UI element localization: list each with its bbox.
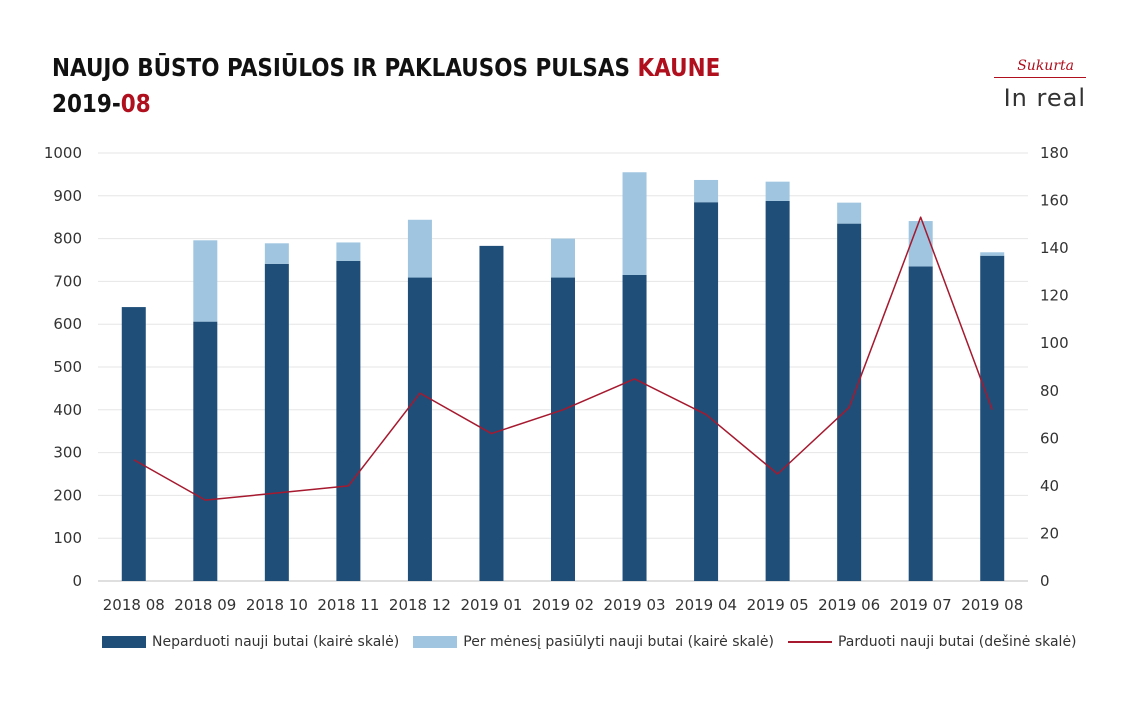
y-right-tick-label: 140 [1040, 239, 1069, 257]
y-right-tick-label: 80 [1040, 382, 1059, 400]
x-tick-label: 2019 04 [675, 596, 737, 614]
title-main: NAUJO BŪSTO PASIŪLOS IR PAKLAUSOS PULSAS [52, 53, 631, 82]
chart-title: NAUJO BŪSTO PASIŪLOS IR PAKLAUSOS PULSAS… [52, 50, 720, 86]
legend-label-sold: Parduoti nauji butai (dešinė skalė) [837, 634, 1077, 650]
x-tick-label: 2019 01 [460, 596, 522, 614]
bar-unsold [837, 223, 862, 581]
y-left-tick-label: 800 [53, 230, 82, 248]
legend-item-sold: Parduoti nauji butai (dešinė skalė) [787, 634, 1077, 650]
bar-unsold [336, 260, 361, 581]
sold-line-series [133, 216, 993, 501]
x-tick-label: 2018 08 [103, 596, 165, 614]
axes: 0 100 200 300 400 500 600 700 800 900 1000 0 20 40 60 8… [44, 144, 1069, 614]
inreal-logo: Sukurta In real [994, 58, 1086, 118]
x-tick-label: 2018 10 [246, 596, 308, 614]
bar-offered [336, 242, 361, 261]
legend-swatch-sold [787, 641, 832, 643]
chart-subtitle: 2019-08 [52, 86, 720, 122]
y-left-tick-label: 0 [72, 572, 82, 590]
y-left-tick-label: 900 [53, 187, 82, 205]
logo-underline [994, 77, 1086, 78]
bar-unsold [193, 321, 218, 581]
y-left-tick-label: 500 [53, 358, 82, 376]
bar-unsold [551, 277, 575, 581]
y-right-tick-label: 0 [1040, 572, 1050, 590]
y-right-tick-label: 100 [1040, 334, 1069, 352]
x-tick-label: 2018 11 [317, 596, 379, 614]
y-right-tick-label: 160 [1040, 192, 1069, 210]
legend: Neparduoti nauji butai (kairė skalė) Per… [102, 634, 1091, 650]
bar-offered [980, 252, 1005, 256]
bar-unsold [765, 200, 790, 581]
x-tick-label: 2019 06 [818, 596, 880, 614]
legend-swatch-unsold [102, 636, 146, 648]
legend-label-unsold: Neparduoti nauji butai (kairė skalė) [152, 634, 400, 650]
bars [121, 172, 1005, 581]
y-left-tick-label: 300 [53, 444, 82, 462]
legend-item-offered: Per mėnesį pasiūlyti nauji butai (kairė … [413, 634, 774, 650]
y-left-tick-label: 400 [53, 401, 82, 419]
bar-offered [622, 172, 647, 275]
y-right-tick-label: 20 [1040, 524, 1059, 542]
x-tick-label: 2019 07 [890, 596, 952, 614]
x-tick-label: 2019 05 [747, 596, 809, 614]
bar-offered [193, 240, 218, 322]
title-city: KAUNE [637, 53, 721, 82]
bar-unsold [479, 245, 504, 581]
bar-unsold [407, 277, 432, 581]
x-tick-label: 2019 02 [532, 596, 594, 614]
subtitle-year: 2019- [52, 89, 121, 118]
y-right-tick-label: 120 [1040, 287, 1069, 305]
bar-offered [551, 238, 575, 278]
bar-offered [765, 181, 790, 201]
legend-swatch-offered [413, 636, 458, 648]
chart-title-block: NAUJO BŪSTO PASIŪLOS IR PAKLAUSOS PULSAS… [52, 50, 829, 122]
bar-unsold [980, 255, 1005, 581]
x-tick-label: 2019 08 [961, 596, 1023, 614]
legend-label-offered: Per mėnesį pasiūlyti nauji butai (kairė … [463, 634, 774, 650]
x-tick-label: 2018 12 [389, 596, 451, 614]
y-left-tick-label: 200 [53, 486, 82, 504]
bar-offered [908, 221, 933, 267]
y-right-tick-label: 60 [1040, 429, 1059, 447]
x-tick-label: 2018 09 [174, 596, 236, 614]
y-left-tick-label: 100 [53, 529, 82, 547]
logo-brand: In real [1003, 84, 1086, 112]
logo-tagline: Sukurta [1017, 58, 1074, 74]
bar-unsold [908, 266, 933, 581]
y-left-tick-label: 1000 [44, 144, 82, 162]
bar-unsold [264, 263, 289, 581]
bar-unsold [622, 274, 647, 581]
y-right-tick-label: 180 [1040, 144, 1069, 162]
x-tick-label: 2019 03 [604, 596, 666, 614]
bar-unsold [121, 307, 146, 581]
bar-offered [837, 202, 862, 224]
y-left-tick-label: 600 [53, 315, 82, 333]
legend-item-unsold: Neparduoti nauji butai (kairė skalė) [102, 634, 399, 650]
bar-unsold [694, 202, 719, 581]
y-right-tick-label: 40 [1040, 477, 1059, 495]
bar-offered [694, 179, 719, 203]
subtitle-month: 08 [120, 89, 151, 118]
bar-offered [264, 243, 289, 264]
bar-offered [407, 219, 432, 278]
y-left-tick-label: 700 [53, 272, 82, 290]
